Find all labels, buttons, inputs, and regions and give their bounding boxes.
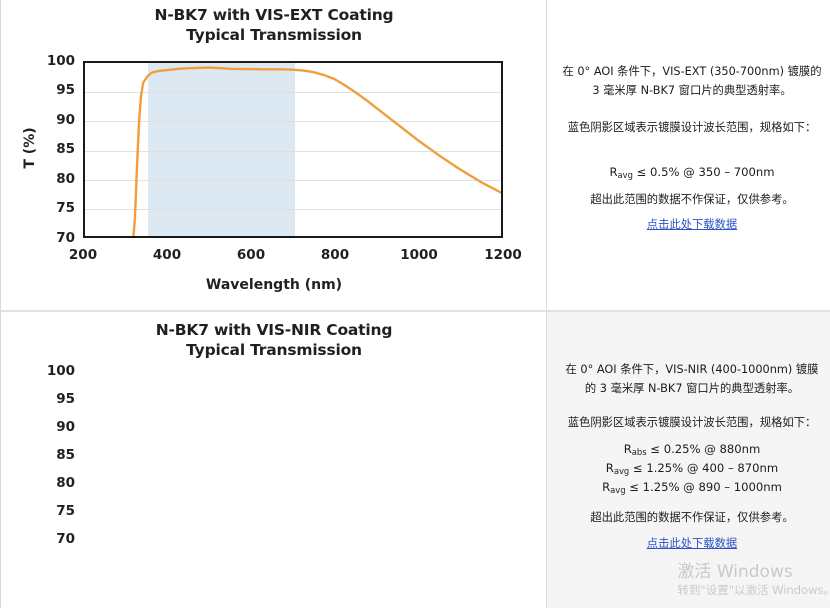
gridline-75 [85, 209, 501, 210]
y-tick-95: 95 [56, 391, 75, 407]
download-data-link-wrap: 点击此处下载数据 [561, 534, 823, 553]
intro-text: 在 0° AOI 条件下，VIS-EXT (350-700nm) 镀膜的 3 毫… [562, 65, 822, 98]
watermark-line-1: 激活 Windows [677, 561, 793, 582]
design-band-shade [147, 63, 295, 236]
chart-title-vis-nir: N-BK7 with VIS-NIR Coating Typical Trans… [1, 320, 547, 361]
description-panel-vis-nir: 在 0° AOI 条件下，VIS-NIR (400-1000nm) 镀膜的 3 … [547, 312, 830, 608]
spec-subscript: avg [617, 170, 633, 180]
download-data-link[interactable]: 点击此处下载数据 [646, 537, 738, 550]
spec-value: ≤ 1.25% @ 400 – 870nm [629, 460, 779, 475]
spec-item: Ravg ≤ 0.5% @ 350 – 700nm [561, 163, 823, 182]
chart-panel-vis-ext: N-BK7 with VIS-EXT Coating Typical Trans… [1, 0, 830, 310]
x-tick-1200: 1200 [484, 247, 522, 263]
gridline-95 [85, 92, 501, 94]
x-tick-600: 600 [236, 247, 266, 263]
chart-area-vis-nir: N-BK7 with VIS-NIR Coating Typical Trans… [1, 312, 547, 608]
shaded-note-text: 蓝色阴影区域表示镀膜设计波长范围，规格如下： [567, 416, 817, 429]
chart-title-line1: N-BK7 with VIS-NIR Coating [155, 321, 393, 339]
chart-title-line2: Typical Transmission [186, 341, 362, 360]
spec-subscript: avg [613, 465, 630, 476]
plot-frame [83, 61, 503, 238]
x-tick-400: 400 [152, 247, 182, 263]
y-tick-75: 75 [56, 200, 75, 216]
chart-panel-vis-nir: N-BK7 with VIS-NIR Coating Typical Trans… [1, 312, 830, 608]
chart-title-line1: N-BK7 with VIS-EXT Coating [154, 6, 394, 24]
spec-subscript: abs [631, 447, 647, 457]
y-tick-90: 90 [56, 419, 75, 435]
intro-text: 在 0° AOI 条件下，VIS-NIR (400-1000nm) 镀膜的 3 … [565, 363, 819, 396]
y-tick-100: 100 [46, 53, 75, 69]
chart-title-line2: Typical Transmission [186, 26, 362, 45]
chart-title-vis-ext: N-BK7 with VIS-EXT Coating Typical Trans… [1, 5, 547, 46]
y-tick-85: 85 [56, 141, 75, 157]
shaded-note-text: 蓝色阴影区域表示镀膜设计波长范围，规格如下： [567, 121, 817, 134]
spec-subscript: avg [610, 484, 626, 495]
panel-divider [1, 310, 830, 312]
x-tick-1000: 1000 [400, 247, 438, 263]
y-tick-75: 75 [56, 503, 75, 519]
spec-item: Rabs ≤ 0.25% @ 880nm [561, 440, 823, 459]
gridline-85 [85, 150, 501, 152]
gridline-80 [85, 179, 501, 181]
watermark-line-2: 转到"设置"以激活 Windows。 [677, 583, 830, 598]
spec-value: ≤ 0.25% @ 880nm [646, 442, 761, 456]
spec-symbol: R [605, 460, 614, 475]
y-tick-70: 70 [56, 230, 75, 246]
chart-area-vis-ext: N-BK7 with VIS-EXT Coating Typical Trans… [1, 0, 547, 310]
transmission-curve-vis-ext [85, 63, 501, 236]
download-data-link-wrap: 点击此处下载数据 [561, 215, 823, 234]
x-tick-800: 800 [320, 247, 350, 263]
spec-symbol: R [623, 442, 632, 456]
spec-value: ≤ 1.25% @ 890 – 1000nm [625, 479, 782, 494]
y-tick-70: 70 [56, 531, 75, 547]
spec-item: Ravg ≤ 1.25% @ 890 – 1000nm [561, 478, 823, 497]
y-axis-title: T (%) [22, 127, 38, 169]
spec-symbol: R [602, 479, 611, 494]
x-tick-200: 200 [68, 247, 98, 263]
description-panel-vis-ext: 在 0° AOI 条件下，VIS-EXT (350-700nm) 镀膜的 3 毫… [547, 0, 830, 310]
disclaimer-text: 超出此范围的数据不作保证，仅供参考。 [590, 511, 794, 524]
spec-symbol: R [609, 165, 618, 179]
spec-item: Ravg ≤ 1.25% @ 400 – 870nm [561, 459, 823, 478]
y-tick-85: 85 [56, 447, 75, 463]
disclaimer-text: 超出此范围的数据不作保证，仅供参考。 [590, 193, 794, 206]
spec-value: ≤ 0.5% @ 350 – 700nm [632, 165, 775, 179]
download-data-link[interactable]: 点击此处下载数据 [646, 218, 738, 231]
y-tick-80: 80 [56, 171, 75, 187]
y-tick-95: 95 [56, 82, 75, 98]
y-tick-100: 100 [46, 363, 75, 379]
windows-activation-watermark: 激活 Windows 转到"设置"以激活 Windows。 [677, 562, 830, 598]
spec-list: Ravg ≤ 0.5% @ 350 – 700nm [561, 163, 823, 182]
y-tick-80: 80 [56, 475, 75, 491]
gridline-90 [85, 121, 501, 123]
y-tick-90: 90 [56, 112, 75, 128]
x-axis-title: Wavelength (nm) [205, 277, 343, 293]
spec-list: Rabs ≤ 0.25% @ 880nm Ravg ≤ 1.25% @ 400 … [561, 440, 823, 496]
plot-area-vis-ext [83, 61, 503, 238]
